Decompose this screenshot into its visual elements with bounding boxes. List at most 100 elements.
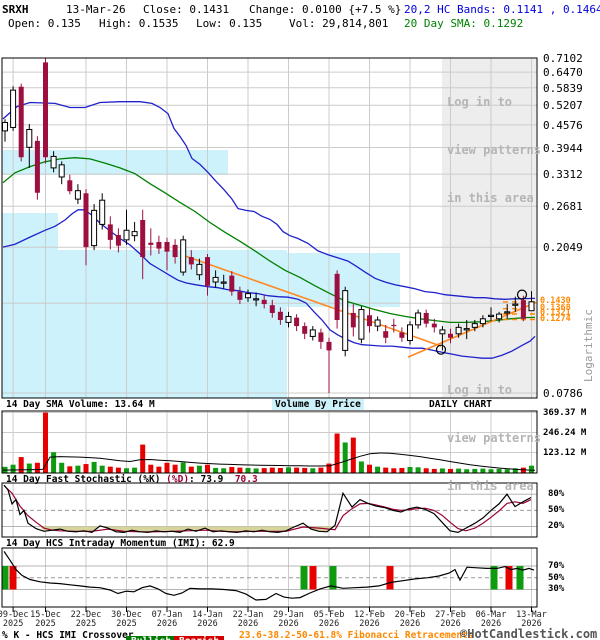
volume-sma-label: 14 Day SMA Volume: 13.64 M (6, 399, 155, 410)
volume-bar (107, 466, 113, 473)
candle-body-down (156, 242, 162, 249)
imi-bearish-signal (505, 566, 513, 590)
quote-volume: Vol: 29,814,801 (289, 17, 389, 30)
volume-bar (302, 467, 308, 473)
volume-bar (488, 469, 494, 473)
candle-body-down (237, 291, 243, 300)
volume-bar (51, 452, 57, 473)
volume-axis-label: 246.24 M (543, 427, 587, 438)
volume-bar (286, 467, 291, 473)
volume-bar (59, 462, 65, 473)
bullish-button[interactable]: Bullish (126, 636, 177, 640)
volume-bar (237, 467, 243, 473)
date-axis-label: 05-Feb 2026 (313, 610, 345, 629)
pane-border (1, 410, 538, 474)
login-prompt-line: in this area (447, 479, 534, 493)
candle-body-up (512, 303, 519, 306)
candle-body-down (318, 332, 324, 342)
login-prompt-bottom[interactable]: Log in to view patterns in this area (447, 350, 541, 526)
candle-body-up (131, 231, 138, 237)
copyright: ©HotCandlestick.com (460, 627, 598, 640)
volume-by-price-label[interactable]: Volume By Price (272, 399, 364, 410)
hc-bands-value: 20,2 HC Bands: 0.1141 , 0.1464 (404, 3, 600, 16)
volume-bar (124, 468, 129, 473)
candle-body-up (285, 315, 292, 323)
pane-border (1, 482, 538, 538)
price-axis-label: 0.3944 (543, 141, 583, 155)
volume-bar (269, 467, 275, 473)
fib-level-label: 0.1430 (540, 295, 571, 306)
date-axis-label: 13-Mar 2026 (516, 610, 547, 629)
candle-body-down (188, 257, 194, 265)
quote-low: Low: 0.135 (196, 17, 263, 30)
candle-body-up (58, 164, 65, 178)
date-axis-label: 06-Mar 2026 (475, 610, 507, 629)
volume-bar (132, 467, 138, 473)
candle-body-up (504, 311, 511, 314)
candle-body-down (448, 333, 453, 338)
candle-body-up (439, 329, 446, 335)
price-axis-label: 0.2681 (543, 200, 583, 214)
volume-bar (34, 462, 40, 473)
candle-body-up (479, 318, 486, 325)
candle-body-down (269, 305, 275, 313)
volume-bar (83, 464, 89, 473)
volume-bar (164, 462, 170, 473)
volume-bar (512, 468, 518, 473)
volume-bar (172, 464, 178, 473)
login-prompt-line: Log in to (447, 383, 513, 397)
pattern-highlight-zone (2, 250, 287, 398)
candle-body-down (67, 180, 73, 192)
bearish-button[interactable]: Bearish (174, 636, 225, 640)
login-overlay-zone (442, 59, 536, 397)
volume-bar (75, 465, 81, 473)
candle-body-up (26, 128, 33, 148)
volume-bar (383, 467, 389, 473)
pattern-circle-marker (516, 289, 528, 300)
volume-bar (245, 467, 251, 473)
volume-bar (318, 467, 324, 473)
candle-body-up (91, 209, 98, 247)
candle-body-down (399, 332, 405, 338)
volume-bar (448, 468, 453, 473)
fib-level-label: 0.1274 (540, 313, 571, 324)
trendline (407, 301, 537, 358)
volume-bar (407, 466, 413, 473)
imi-line (3, 551, 535, 601)
candle-body-down (115, 234, 121, 246)
candle-body-up (463, 328, 470, 331)
candle-body-down (205, 257, 210, 286)
imi-axis-label: 70% (548, 561, 565, 572)
imi-bearish-signal (9, 566, 17, 590)
price-axis-label: 0.6470 (543, 66, 583, 80)
price-axis-label: 0.0786 (543, 387, 583, 401)
volume-bar (399, 467, 405, 473)
date-axis-label: 15-Dec 2025 (30, 610, 61, 629)
login-prompt-top[interactable]: Log in to view patterns in this area (447, 62, 541, 238)
candle-body-up (358, 309, 365, 340)
volume-bar (140, 444, 146, 473)
bollinger-upper-band (2, 101, 536, 300)
candle-body-down (383, 331, 389, 338)
volume-bar (504, 469, 510, 473)
candle-body-down (391, 324, 397, 327)
candle-body-down (18, 86, 24, 158)
volume-bar (148, 464, 154, 473)
imi-bullish-signal (516, 566, 524, 590)
volume-bar (99, 465, 105, 473)
candle-body-up (180, 239, 187, 273)
imi-bullish-signal (1, 566, 9, 590)
quote-change: Change: 0.0100 {+7.5 %} (249, 3, 402, 16)
candle-body-up (10, 89, 17, 128)
candle-body-down (261, 299, 267, 305)
stoch-axis-label: 80% (548, 489, 565, 500)
candle-body-down (520, 300, 526, 319)
volume-bar (91, 461, 97, 473)
candle-body-down (229, 275, 235, 292)
candle-body-down (326, 341, 332, 351)
volume-bar (67, 466, 73, 473)
price-axis-label: 0.4576 (543, 118, 583, 132)
volume-bar (43, 412, 48, 473)
date-axis-label: 22-Jan 2026 (232, 610, 264, 629)
date-axis-label: 30-Dec 2025 (111, 610, 142, 629)
